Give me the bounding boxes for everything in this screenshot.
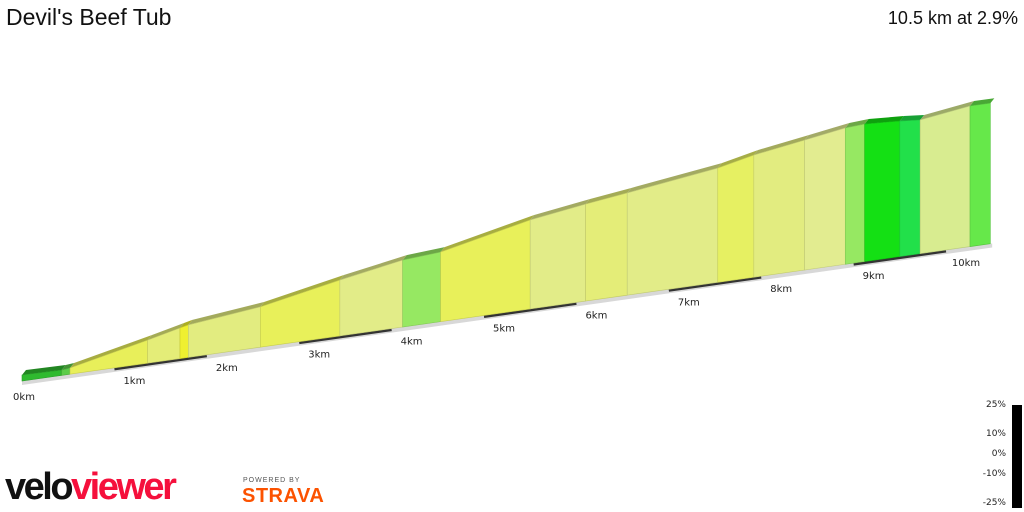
segment-top-face [864,116,904,125]
segment-top-face [804,122,850,141]
gradient-segment [899,119,921,257]
legend-label: 10% [985,429,1006,439]
legend-label: 0% [991,449,1006,459]
segment-top-face [260,275,344,307]
gradient-segment [969,102,991,247]
segment-top-face [627,163,722,193]
km-tick-label: 10km [952,258,980,269]
segment-summary: 10.5 km at 2.9% [887,8,1018,28]
gradient-segment [529,203,586,310]
segment-top-face [845,119,869,128]
gradient-segment [844,123,865,265]
segment-top-face [22,365,66,375]
km-tick-label: 7km [678,297,700,308]
gradient-segment [339,259,403,337]
segment-top-face [402,247,445,261]
km-tick-label: 0km [13,392,35,403]
segment-top-face [61,362,75,371]
powered-by-label: POWERED BY [243,477,301,484]
gradient-segment [402,251,441,328]
legend-label: 25% [985,400,1006,410]
km-tick-label: 2km [216,363,238,374]
segment-top-face [147,322,185,341]
gradient-segment [179,324,189,359]
km-marker [483,301,577,318]
km-marker [853,249,947,266]
segment-top-face [440,214,535,253]
km-tick-label: 5km [493,324,515,335]
segment-top-face [753,135,809,156]
km-tick-label: 3km [308,350,330,361]
strava-logo: STRAVA [242,485,325,507]
segment-top-face [70,335,152,368]
segment-top-face [920,100,975,120]
km-tick-label: 8km [770,284,792,295]
segment-top-face [530,199,590,220]
gradient-legend-bar [1012,405,1022,508]
segment-title: Devil's Beef Tub [6,4,172,30]
legend-label: -10% [982,469,1006,479]
segment-top-face [180,319,193,328]
km-marker [298,328,392,345]
segment-top-face [188,301,265,325]
segment-top-face [585,187,632,205]
gradient-segment [864,120,901,262]
km-tick-label: 4km [401,337,423,348]
km-tick-label: 6km [585,310,607,321]
km-marker [668,275,762,292]
segment-top-face [970,98,995,106]
gradient-segment [717,154,755,283]
gradient-segment [804,127,846,271]
km-tick-label: 1km [123,376,145,387]
segment-top-face [899,114,925,122]
km-tick-label: 9km [863,271,885,282]
gradient-segment [919,105,971,255]
segment-top-face [717,150,758,169]
km-marker [114,354,208,371]
segment-top-face [339,255,407,281]
gradient-segment [753,139,805,278]
legend-label: -25% [982,498,1006,508]
gradient-segment [585,192,628,302]
veloviewer-logo: veloviewer [5,466,177,508]
